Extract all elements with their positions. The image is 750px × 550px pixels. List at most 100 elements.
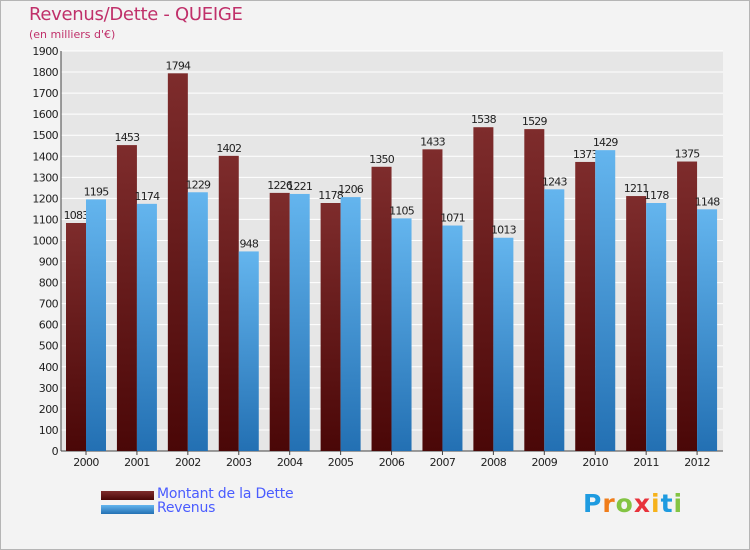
data-label-debt: 1794	[165, 59, 191, 72]
data-label-revenue: 948	[239, 237, 258, 250]
y-tick-label: 1700	[32, 87, 58, 100]
data-label-revenue: 1221	[287, 180, 312, 193]
logo-letter: P	[583, 489, 603, 518]
x-tick-label: 2001	[124, 456, 150, 469]
y-tick-label: 1200	[32, 192, 58, 205]
x-tick-label: 2010	[582, 456, 608, 469]
y-tick-label: 200	[39, 403, 59, 416]
bar-debt	[575, 161, 596, 451]
bar-debt	[626, 196, 647, 451]
y-tick-label: 600	[39, 319, 59, 332]
legend-swatch-debt	[101, 491, 154, 500]
data-label-revenue: 1243	[542, 175, 568, 188]
data-label-debt: 1433	[420, 135, 446, 148]
y-tick-label: 500	[39, 340, 59, 353]
x-tick-label: 2009	[532, 456, 558, 469]
legend-label-revenue: Revenus	[157, 500, 216, 516]
bar-revenue	[442, 225, 463, 451]
bar-debt	[167, 73, 188, 451]
x-tick-label: 2003	[226, 456, 252, 469]
legend-swatch-revenue	[101, 505, 154, 514]
y-tick-label: 800	[39, 277, 59, 290]
y-tick-label: 1600	[32, 108, 58, 121]
bar-revenue	[595, 150, 616, 451]
x-tick-label: 2004	[277, 456, 303, 469]
bar-debt	[524, 129, 545, 451]
logo-letter: x	[633, 489, 651, 518]
data-label-debt: 1453	[115, 131, 141, 144]
y-tick-label: 400	[39, 361, 59, 374]
bar-debt	[473, 127, 494, 452]
y-tick-label: 1900	[32, 45, 58, 58]
x-tick-label: 2007	[430, 456, 456, 469]
x-tick-label: 2000	[73, 456, 99, 469]
y-tick-label: 300	[39, 382, 59, 395]
data-label-revenue: 1071	[440, 212, 465, 225]
data-label-debt: 1373	[573, 148, 599, 161]
data-label-revenue: 1178	[644, 189, 670, 202]
chart-subtitle: (en milliers d'€)	[29, 28, 116, 41]
bar-debt	[218, 155, 239, 451]
bar-revenue	[187, 192, 208, 451]
bar-revenue	[391, 218, 412, 451]
bar-debt	[677, 161, 698, 452]
data-label-debt: 1375	[675, 148, 701, 161]
data-label-revenue: 1013	[491, 224, 517, 237]
logo-letter: t	[660, 489, 674, 518]
y-tick-label: 1000	[32, 234, 58, 247]
bar-debt	[66, 223, 86, 451]
y-tick-label: 1100	[32, 213, 58, 226]
data-label-debt: 1529	[522, 115, 548, 128]
bar-revenue	[340, 197, 361, 451]
bar-revenue	[646, 203, 667, 451]
y-tick-label: 700	[39, 298, 59, 311]
y-tick-label: 900	[39, 256, 59, 269]
x-tick-label: 2011	[633, 456, 659, 469]
data-label-debt: 1402	[216, 142, 241, 155]
legend-label-debt: Montant de la Dette	[157, 486, 294, 502]
logo-letter: i	[673, 489, 684, 518]
x-tick-label: 2005	[328, 456, 354, 469]
bar-revenue	[289, 193, 310, 451]
bar-debt	[269, 192, 290, 452]
y-tick-label: 100	[39, 424, 59, 437]
x-tick-label: 2008	[481, 456, 507, 469]
data-label-revenue: 1148	[695, 195, 721, 208]
y-tick-label: 1300	[32, 171, 58, 184]
bar-revenue	[86, 199, 106, 451]
y-tick-label: 1800	[32, 66, 58, 79]
x-tick-label: 2002	[175, 456, 201, 469]
data-label-revenue: 1206	[338, 183, 364, 196]
data-label-debt: 1083	[64, 209, 90, 222]
chart-title: Revenus/Dette - QUEIGE	[29, 4, 243, 25]
bar-revenue	[136, 203, 157, 451]
bar-debt	[422, 149, 443, 451]
y-tick-label: 1500	[32, 129, 58, 142]
data-label-revenue: 1195	[84, 185, 110, 198]
data-label-revenue: 1229	[185, 178, 211, 191]
data-label-revenue: 1105	[389, 204, 415, 217]
logo-letter: r	[602, 489, 616, 518]
logo-letter: o	[615, 489, 634, 518]
data-label-debt: 1211	[624, 182, 649, 195]
x-tick-label: 2012	[684, 456, 710, 469]
data-label-debt: 1538	[471, 113, 497, 126]
bar-revenue	[697, 209, 718, 451]
bar-revenue	[544, 189, 565, 451]
x-tick-label: 2006	[379, 456, 405, 469]
data-label-debt: 1350	[369, 153, 395, 166]
data-label-revenue: 1429	[593, 136, 619, 149]
bar-revenue	[493, 237, 514, 451]
bar-debt	[116, 145, 137, 451]
data-label-revenue: 1174	[135, 190, 161, 203]
y-tick-label: 1400	[32, 150, 58, 163]
bar-debt	[320, 203, 341, 451]
data-label-debt: 1178	[318, 189, 344, 202]
logo-letter: i	[651, 489, 661, 518]
bar-debt	[371, 166, 392, 451]
proxiti-logo: Proxiti	[583, 489, 683, 518]
data-label-debt: 1226	[267, 179, 293, 192]
y-tick-label: 0	[52, 445, 59, 458]
